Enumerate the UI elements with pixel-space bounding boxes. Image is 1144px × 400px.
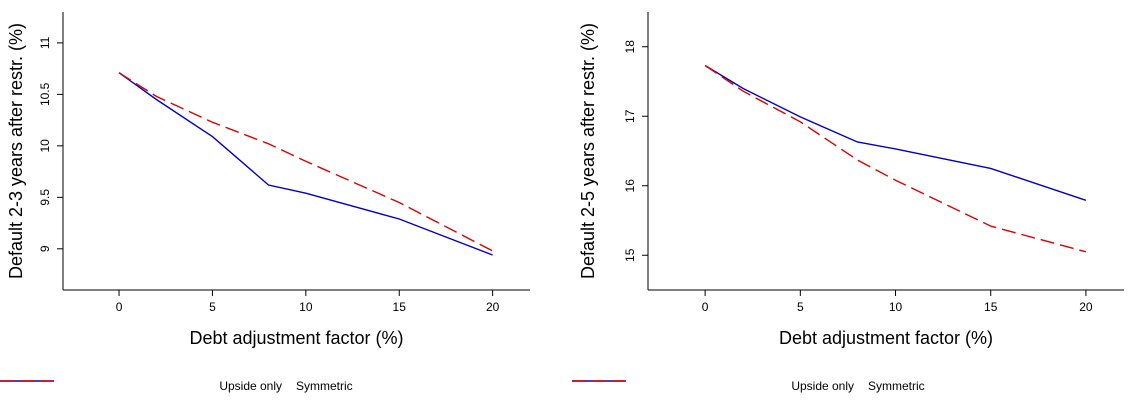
x-tick-label: 10: [299, 300, 313, 314]
chart-right: 0 5 10 15 20 15 16 17 18 Debt adjustment factor (…: [578, 12, 1124, 348]
x-tick-label: 0: [702, 300, 709, 314]
legend-swatch: [0, 380, 54, 382]
x-tick-label: 10: [889, 300, 903, 314]
legend-label: Symmetric: [868, 379, 925, 393]
chart-panel-left: 0 5 10 15 20 9 9.5 10 10.5 11 Debt adjustment fact…: [0, 12, 572, 396]
y-tick-label: 11: [38, 36, 52, 49]
x-tick-label: 20: [1079, 300, 1093, 314]
chart-panel-right: 0 5 10 15 20 15 16 17 18 Debt adjustment factor (…: [572, 0, 1144, 400]
x-tick-label: 5: [797, 300, 804, 314]
legend-item: Upside only: [572, 379, 855, 393]
series-line-symmetric: [704, 64, 1087, 253]
series-line-upside-only: [704, 64, 1087, 201]
x-tick-label: 15: [984, 300, 998, 314]
legend-label: Symmetric: [296, 379, 353, 393]
y-tick-label: 17: [623, 109, 637, 123]
legend-label: Upside only: [219, 379, 283, 393]
y-tick-label: 15: [623, 248, 637, 262]
y-tick-label: 9: [38, 245, 52, 252]
legend-item: Upside only: [0, 379, 283, 393]
x-axis-title: Debt adjustment factor (%): [189, 328, 403, 348]
legend-label: Upside only: [791, 379, 855, 393]
y-tick-label: 9.5: [38, 189, 52, 206]
y-tick-label: 10.5: [38, 82, 52, 106]
y-tick-label: 16: [623, 179, 637, 193]
legend-item: Symmetric: [572, 379, 925, 393]
x-tick-label: 5: [209, 300, 216, 314]
series-line-upside-only: [118, 72, 493, 256]
y-axis-title: Default 2-5 years after restr. (%): [578, 23, 598, 279]
legend-right: Upside only Symmetric: [572, 376, 1144, 396]
x-tick-label: 0: [116, 300, 123, 314]
series-line-symmetric: [118, 72, 493, 252]
x-tick-label: 15: [393, 300, 407, 314]
y-tick-label: 18: [623, 40, 637, 54]
y-axis-title: Default 2-3 years after restr. (%): [6, 23, 26, 279]
legend-item: Symmetric: [0, 379, 353, 393]
y-tick-label: 10: [38, 139, 52, 153]
chart-left: 0 5 10 15 20 9 9.5 10 10.5 11 Debt adjustment fact…: [6, 12, 530, 348]
x-axis-title: Debt adjustment factor (%): [779, 328, 993, 348]
x-tick-label: 20: [486, 300, 500, 314]
legend-left: Upside only Symmetric: [0, 376, 572, 396]
legend-swatch: [572, 380, 626, 382]
